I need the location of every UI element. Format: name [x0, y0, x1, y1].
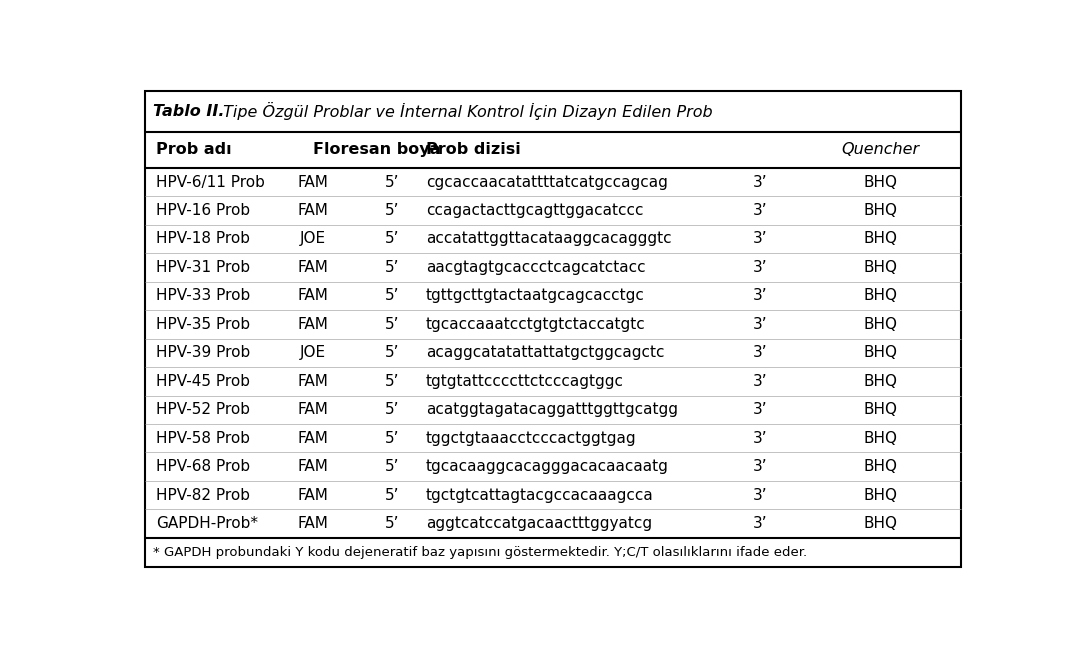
Text: 3’: 3’ — [753, 317, 767, 332]
Text: 3’: 3’ — [753, 174, 767, 189]
Text: tgttgcttgtactaatgcagcacctgc: tgttgcttgtactaatgcagcacctgc — [426, 288, 645, 303]
Text: 3’: 3’ — [753, 459, 767, 474]
Text: 5’: 5’ — [385, 317, 399, 332]
Text: FAM: FAM — [298, 174, 328, 189]
Text: JOE: JOE — [300, 232, 326, 247]
Text: BHQ: BHQ — [864, 374, 898, 389]
Text: 5’: 5’ — [385, 402, 399, 417]
Text: GAPDH-Prob*: GAPDH-Prob* — [155, 516, 258, 531]
Text: FAM: FAM — [298, 402, 328, 417]
Text: 5’: 5’ — [385, 288, 399, 303]
Text: 3’: 3’ — [753, 288, 767, 303]
Text: 3’: 3’ — [753, 203, 767, 218]
Text: HPV-82 Prob: HPV-82 Prob — [155, 488, 249, 503]
Text: Quencher: Quencher — [842, 143, 920, 158]
Text: FAM: FAM — [298, 459, 328, 474]
Text: FAM: FAM — [298, 488, 328, 503]
Text: BHQ: BHQ — [864, 174, 898, 189]
Text: HPV-45 Prob: HPV-45 Prob — [155, 374, 249, 389]
Text: FAM: FAM — [298, 516, 328, 531]
Text: acaggcatatattattatgctggcagctc: acaggcatatattattatgctggcagctc — [426, 345, 665, 360]
Text: FAM: FAM — [298, 431, 328, 446]
Text: Tablo II.: Tablo II. — [153, 104, 224, 118]
Text: FAM: FAM — [298, 374, 328, 389]
Text: 5’: 5’ — [385, 374, 399, 389]
Text: 5’: 5’ — [385, 174, 399, 189]
Text: HPV-35 Prob: HPV-35 Prob — [155, 317, 250, 332]
Text: acatggtagatacaggatttggttgcatgg: acatggtagatacaggatttggttgcatgg — [426, 402, 678, 417]
Text: tgtgtattccccttctcccagtggc: tgtgtattccccttctcccagtggc — [426, 374, 624, 389]
Text: BHQ: BHQ — [864, 345, 898, 360]
Text: Tipe Özgül Problar ve İnternal Kontrol İçin Dizayn Edilen Prob: Tipe Özgül Problar ve İnternal Kontrol İ… — [218, 102, 712, 120]
Text: BHQ: BHQ — [864, 459, 898, 474]
Text: BHQ: BHQ — [864, 232, 898, 247]
Text: Floresan boya: Floresan boya — [313, 143, 440, 158]
Text: BHQ: BHQ — [864, 260, 898, 275]
Text: HPV-39 Prob: HPV-39 Prob — [155, 345, 250, 360]
Text: 5’: 5’ — [385, 431, 399, 446]
Text: HPV-68 Prob: HPV-68 Prob — [155, 459, 250, 474]
Text: FAM: FAM — [298, 203, 328, 218]
Text: accatattggttacataaggcacagggtc: accatattggttacataaggcacagggtc — [426, 232, 671, 247]
Text: 5’: 5’ — [385, 345, 399, 360]
Text: HPV-58 Prob: HPV-58 Prob — [155, 431, 249, 446]
Text: 5’: 5’ — [385, 488, 399, 503]
Text: BHQ: BHQ — [864, 203, 898, 218]
Text: 3’: 3’ — [753, 232, 767, 247]
Text: BHQ: BHQ — [864, 516, 898, 531]
Text: BHQ: BHQ — [864, 402, 898, 417]
Text: 3’: 3’ — [753, 345, 767, 360]
Text: FAM: FAM — [298, 260, 328, 275]
Text: tgcacaaggcacagggacacaacaatg: tgcacaaggcacagggacacaacaatg — [426, 459, 669, 474]
Text: 3’: 3’ — [753, 488, 767, 503]
Text: aggtcatccatgacaactttggyatcg: aggtcatccatgacaactttggyatcg — [426, 516, 652, 531]
Text: Prob adı: Prob adı — [155, 143, 231, 158]
Text: 3’: 3’ — [753, 260, 767, 275]
Text: tgcaccaaatcctgtgtctaccatgtc: tgcaccaaatcctgtgtctaccatgtc — [426, 317, 645, 332]
Text: * GAPDH probundaki Y kodu dejeneratif baz yapısını göstermektedir. Y;C/T olasılı: * GAPDH probundaki Y kodu dejeneratif ba… — [153, 546, 807, 559]
Text: HPV-52 Prob: HPV-52 Prob — [155, 402, 249, 417]
Text: FAM: FAM — [298, 288, 328, 303]
Text: ccagactacttgcagttggacatccc: ccagactacttgcagttggacatccc — [426, 203, 643, 218]
Text: HPV-6/11 Prob: HPV-6/11 Prob — [155, 174, 264, 189]
Text: 5’: 5’ — [385, 516, 399, 531]
Text: aacgtagtgcaccctcagcatctacc: aacgtagtgcaccctcagcatctacc — [426, 260, 645, 275]
Text: HPV-33 Prob: HPV-33 Prob — [155, 288, 250, 303]
Text: 5’: 5’ — [385, 459, 399, 474]
Text: HPV-18 Prob: HPV-18 Prob — [155, 232, 249, 247]
Text: JOE: JOE — [300, 345, 326, 360]
Text: HPV-31 Prob: HPV-31 Prob — [155, 260, 250, 275]
Text: tgctgtcattagtacgccacaaagcca: tgctgtcattagtacgccacaaagcca — [426, 488, 654, 503]
Text: 5’: 5’ — [385, 203, 399, 218]
Text: BHQ: BHQ — [864, 488, 898, 503]
Text: 5’: 5’ — [385, 232, 399, 247]
Text: BHQ: BHQ — [864, 431, 898, 446]
Text: 5’: 5’ — [385, 260, 399, 275]
Text: 3’: 3’ — [753, 431, 767, 446]
Text: HPV-16 Prob: HPV-16 Prob — [155, 203, 250, 218]
Text: 3’: 3’ — [753, 516, 767, 531]
Text: Prob dizisi: Prob dizisi — [426, 143, 521, 158]
Text: BHQ: BHQ — [864, 317, 898, 332]
Text: BHQ: BHQ — [864, 288, 898, 303]
Text: FAM: FAM — [298, 317, 328, 332]
Text: 3’: 3’ — [753, 402, 767, 417]
Text: cgcaccaacatattttatcatgccagcag: cgcaccaacatattttatcatgccagcag — [426, 174, 668, 189]
Text: 3’: 3’ — [753, 374, 767, 389]
Text: tggctgtaaacctcccactggtgag: tggctgtaaacctcccactggtgag — [426, 431, 637, 446]
